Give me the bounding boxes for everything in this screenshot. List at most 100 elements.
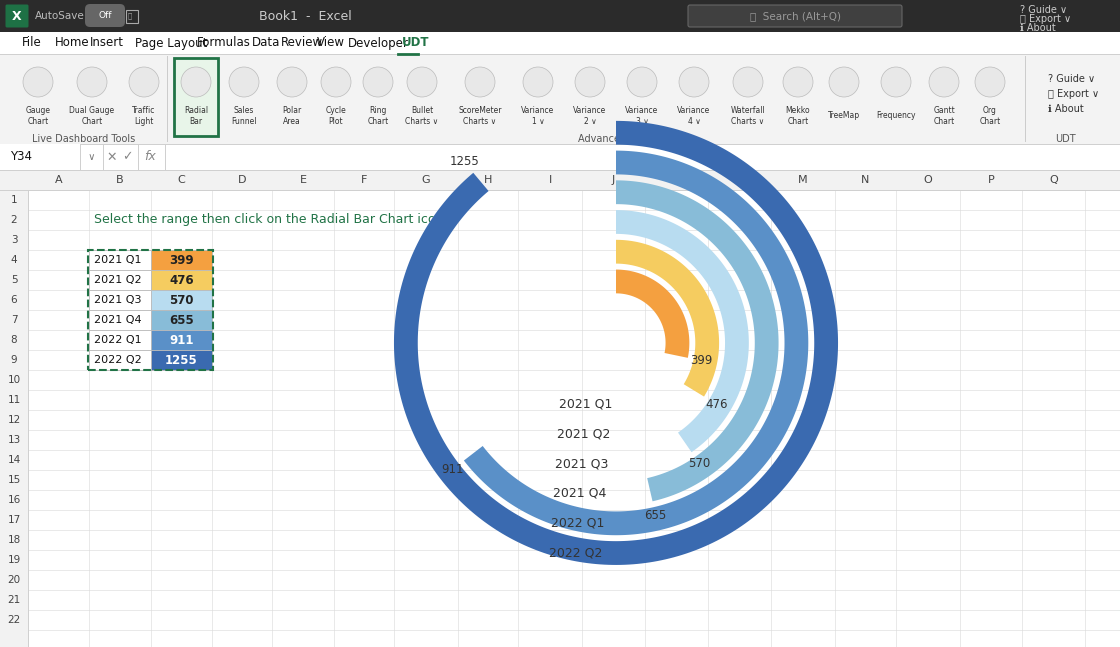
Text: Y34: Y34	[10, 151, 32, 164]
Bar	[151, 270, 212, 290]
Text: Select the range then click on the Radial Bar Chart icon: Select the range then click on the Radia…	[94, 214, 444, 226]
Text: N: N	[861, 175, 870, 185]
Text: Polar
Area: Polar Area	[282, 106, 301, 126]
Text: O: O	[924, 175, 932, 185]
Text: UDT: UDT	[1055, 134, 1075, 144]
Text: P: P	[988, 175, 995, 185]
Text: 2022 Q2: 2022 Q2	[550, 546, 603, 559]
Text: ⬛: ⬛	[128, 13, 132, 19]
Bar	[151, 330, 212, 350]
Circle shape	[77, 67, 108, 97]
Bar	[0, 54, 1120, 55]
Text: 2022 Q1: 2022 Q1	[551, 516, 605, 529]
Bar	[0, 144, 1120, 145]
Bar	[88, 250, 151, 270]
Text: 2021 Q3: 2021 Q3	[556, 457, 608, 470]
Text: 655: 655	[645, 509, 666, 521]
Text: 20: 20	[8, 575, 20, 585]
Text: 2021 Q1: 2021 Q1	[94, 255, 141, 265]
Bar	[0, 190, 28, 647]
Text: Ring
Chart: Ring Chart	[367, 106, 389, 126]
Text: 15: 15	[8, 475, 20, 485]
Text: A: A	[55, 175, 63, 185]
Text: 476: 476	[704, 397, 728, 410]
Bar	[125, 10, 138, 23]
Text: Home: Home	[55, 36, 90, 50]
Text: fx: fx	[144, 151, 156, 164]
Text: 5: 5	[11, 275, 17, 285]
Text: M: M	[799, 175, 808, 185]
Text: Book1  -  Excel: Book1 - Excel	[259, 10, 352, 23]
Text: 2022 Q1: 2022 Q1	[94, 335, 141, 345]
Circle shape	[181, 67, 211, 97]
Bar	[0, 0, 1120, 32]
Text: AutoSave: AutoSave	[35, 11, 85, 21]
Text: 4: 4	[11, 255, 17, 265]
Text: 655: 655	[169, 314, 194, 327]
Text: 2021 Q3: 2021 Q3	[94, 295, 141, 305]
Text: I: I	[549, 175, 552, 185]
Polygon shape	[616, 240, 719, 397]
Circle shape	[928, 67, 959, 97]
Text: 1255: 1255	[449, 155, 479, 168]
Bar	[0, 54, 1120, 55]
Bar	[88, 310, 151, 330]
Text: 911: 911	[441, 463, 464, 476]
Bar	[88, 330, 151, 350]
Bar	[0, 32, 1120, 54]
Text: D: D	[237, 175, 246, 185]
FancyBboxPatch shape	[6, 5, 28, 28]
Text: 7: 7	[11, 315, 17, 325]
Text: Waterfall
Charts ∨: Waterfall Charts ∨	[730, 106, 765, 126]
Text: 2021 Q2: 2021 Q2	[94, 275, 141, 285]
Text: Live Dashboard Tools: Live Dashboard Tools	[32, 134, 136, 144]
Text: UDT: UDT	[402, 36, 429, 50]
Circle shape	[129, 67, 159, 97]
Text: Cycle
Plot: Cycle Plot	[326, 106, 346, 126]
Circle shape	[976, 67, 1005, 97]
Text: Frequency: Frequency	[876, 111, 916, 120]
Text: 19: 19	[8, 555, 20, 565]
Text: X: X	[12, 10, 21, 23]
Text: File: File	[22, 36, 41, 50]
Bar	[0, 144, 1120, 170]
Bar	[0, 170, 1120, 190]
Text: ✓: ✓	[122, 151, 132, 164]
Circle shape	[321, 67, 351, 97]
Text: H: H	[484, 175, 492, 185]
Text: K: K	[673, 175, 680, 185]
Text: 12: 12	[8, 415, 20, 425]
Bar	[0, 190, 1120, 191]
Text: 10: 10	[8, 375, 20, 385]
Text: ? Guide ∨: ? Guide ∨	[1048, 74, 1095, 84]
Bar	[151, 290, 212, 310]
Text: Dual Gauge
Chart: Dual Gauge Chart	[69, 106, 114, 126]
Circle shape	[465, 67, 495, 97]
Text: Q: Q	[1049, 175, 1058, 185]
Text: 2021 Q2: 2021 Q2	[557, 428, 610, 441]
Text: 📁 Export ∨: 📁 Export ∨	[1020, 14, 1071, 24]
Text: 2: 2	[11, 215, 17, 225]
Text: Page Layout: Page Layout	[136, 36, 207, 50]
Text: 18: 18	[8, 535, 20, 545]
Text: 3: 3	[11, 235, 17, 245]
Text: Variance
2 ∨: Variance 2 ∨	[573, 106, 607, 126]
Bar	[0, 144, 80, 170]
Text: Review: Review	[281, 36, 324, 50]
Text: 9: 9	[11, 355, 17, 365]
Text: 16: 16	[8, 495, 20, 505]
Text: ∨: ∨	[82, 152, 95, 162]
Text: E: E	[299, 175, 307, 185]
Circle shape	[363, 67, 393, 97]
Text: 2021 Q4: 2021 Q4	[94, 315, 141, 325]
Circle shape	[679, 67, 709, 97]
Text: ℹ About: ℹ About	[1048, 104, 1084, 114]
Circle shape	[732, 67, 763, 97]
Bar	[88, 250, 213, 370]
Text: Radial
Bar: Radial Bar	[184, 106, 208, 126]
Text: TreeMap: TreeMap	[828, 111, 860, 120]
FancyBboxPatch shape	[85, 4, 125, 27]
Text: Traffic
Light: Traffic Light	[132, 106, 156, 126]
Circle shape	[829, 67, 859, 97]
Text: 399: 399	[169, 254, 194, 267]
